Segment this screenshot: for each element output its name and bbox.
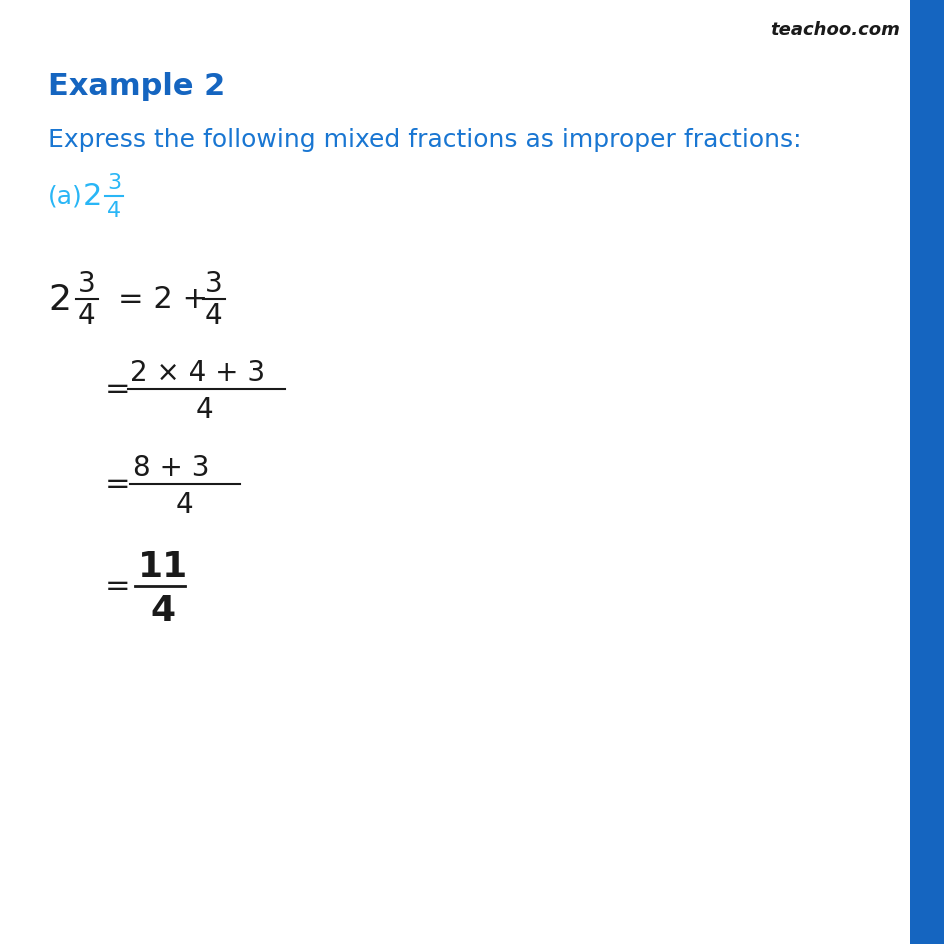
Text: Example 2: Example 2: [48, 73, 225, 101]
Text: 4: 4: [205, 302, 223, 329]
Text: 3: 3: [205, 270, 223, 297]
Text: =: =: [105, 470, 130, 499]
Text: = 2 +: = 2 +: [118, 285, 208, 314]
Bar: [909, 0, 944, 944]
Text: 2 × 4 + 3: 2 × 4 + 3: [130, 359, 265, 387]
Text: teachoo.com: teachoo.com: [769, 21, 899, 39]
Text: 4: 4: [150, 594, 175, 628]
Text: Express the following mixed fractions as improper fractions:: Express the following mixed fractions as…: [48, 127, 801, 152]
Text: 4: 4: [195, 396, 213, 424]
Text: 8 + 3: 8 + 3: [133, 453, 210, 481]
Text: =: =: [105, 375, 130, 404]
Text: 3: 3: [78, 270, 95, 297]
Text: 2: 2: [83, 182, 102, 211]
Text: 4: 4: [107, 201, 121, 221]
Text: (a): (a): [48, 185, 83, 209]
Text: 3: 3: [107, 173, 121, 193]
Text: 11: 11: [138, 549, 188, 583]
Text: 4: 4: [176, 491, 194, 518]
Text: 2: 2: [48, 282, 71, 316]
Text: =: =: [105, 572, 130, 601]
Text: 4: 4: [78, 302, 95, 329]
